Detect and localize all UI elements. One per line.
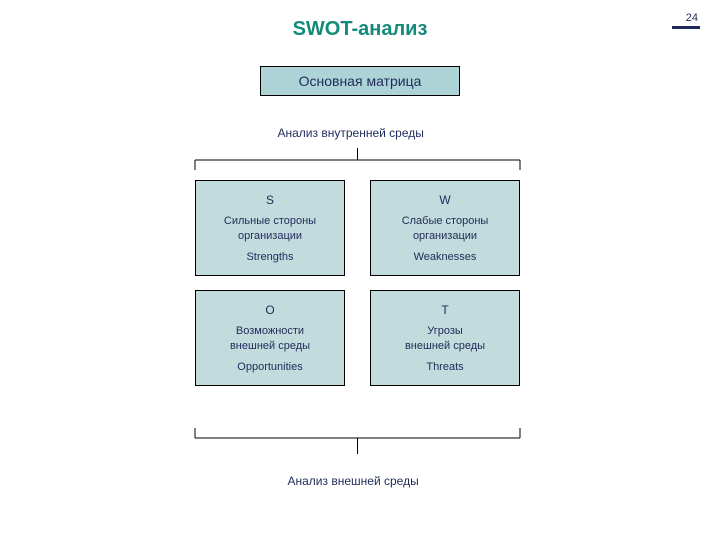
external-analysis-label: Анализ внешней среды <box>288 474 419 488</box>
bottom-bracket <box>0 0 720 540</box>
